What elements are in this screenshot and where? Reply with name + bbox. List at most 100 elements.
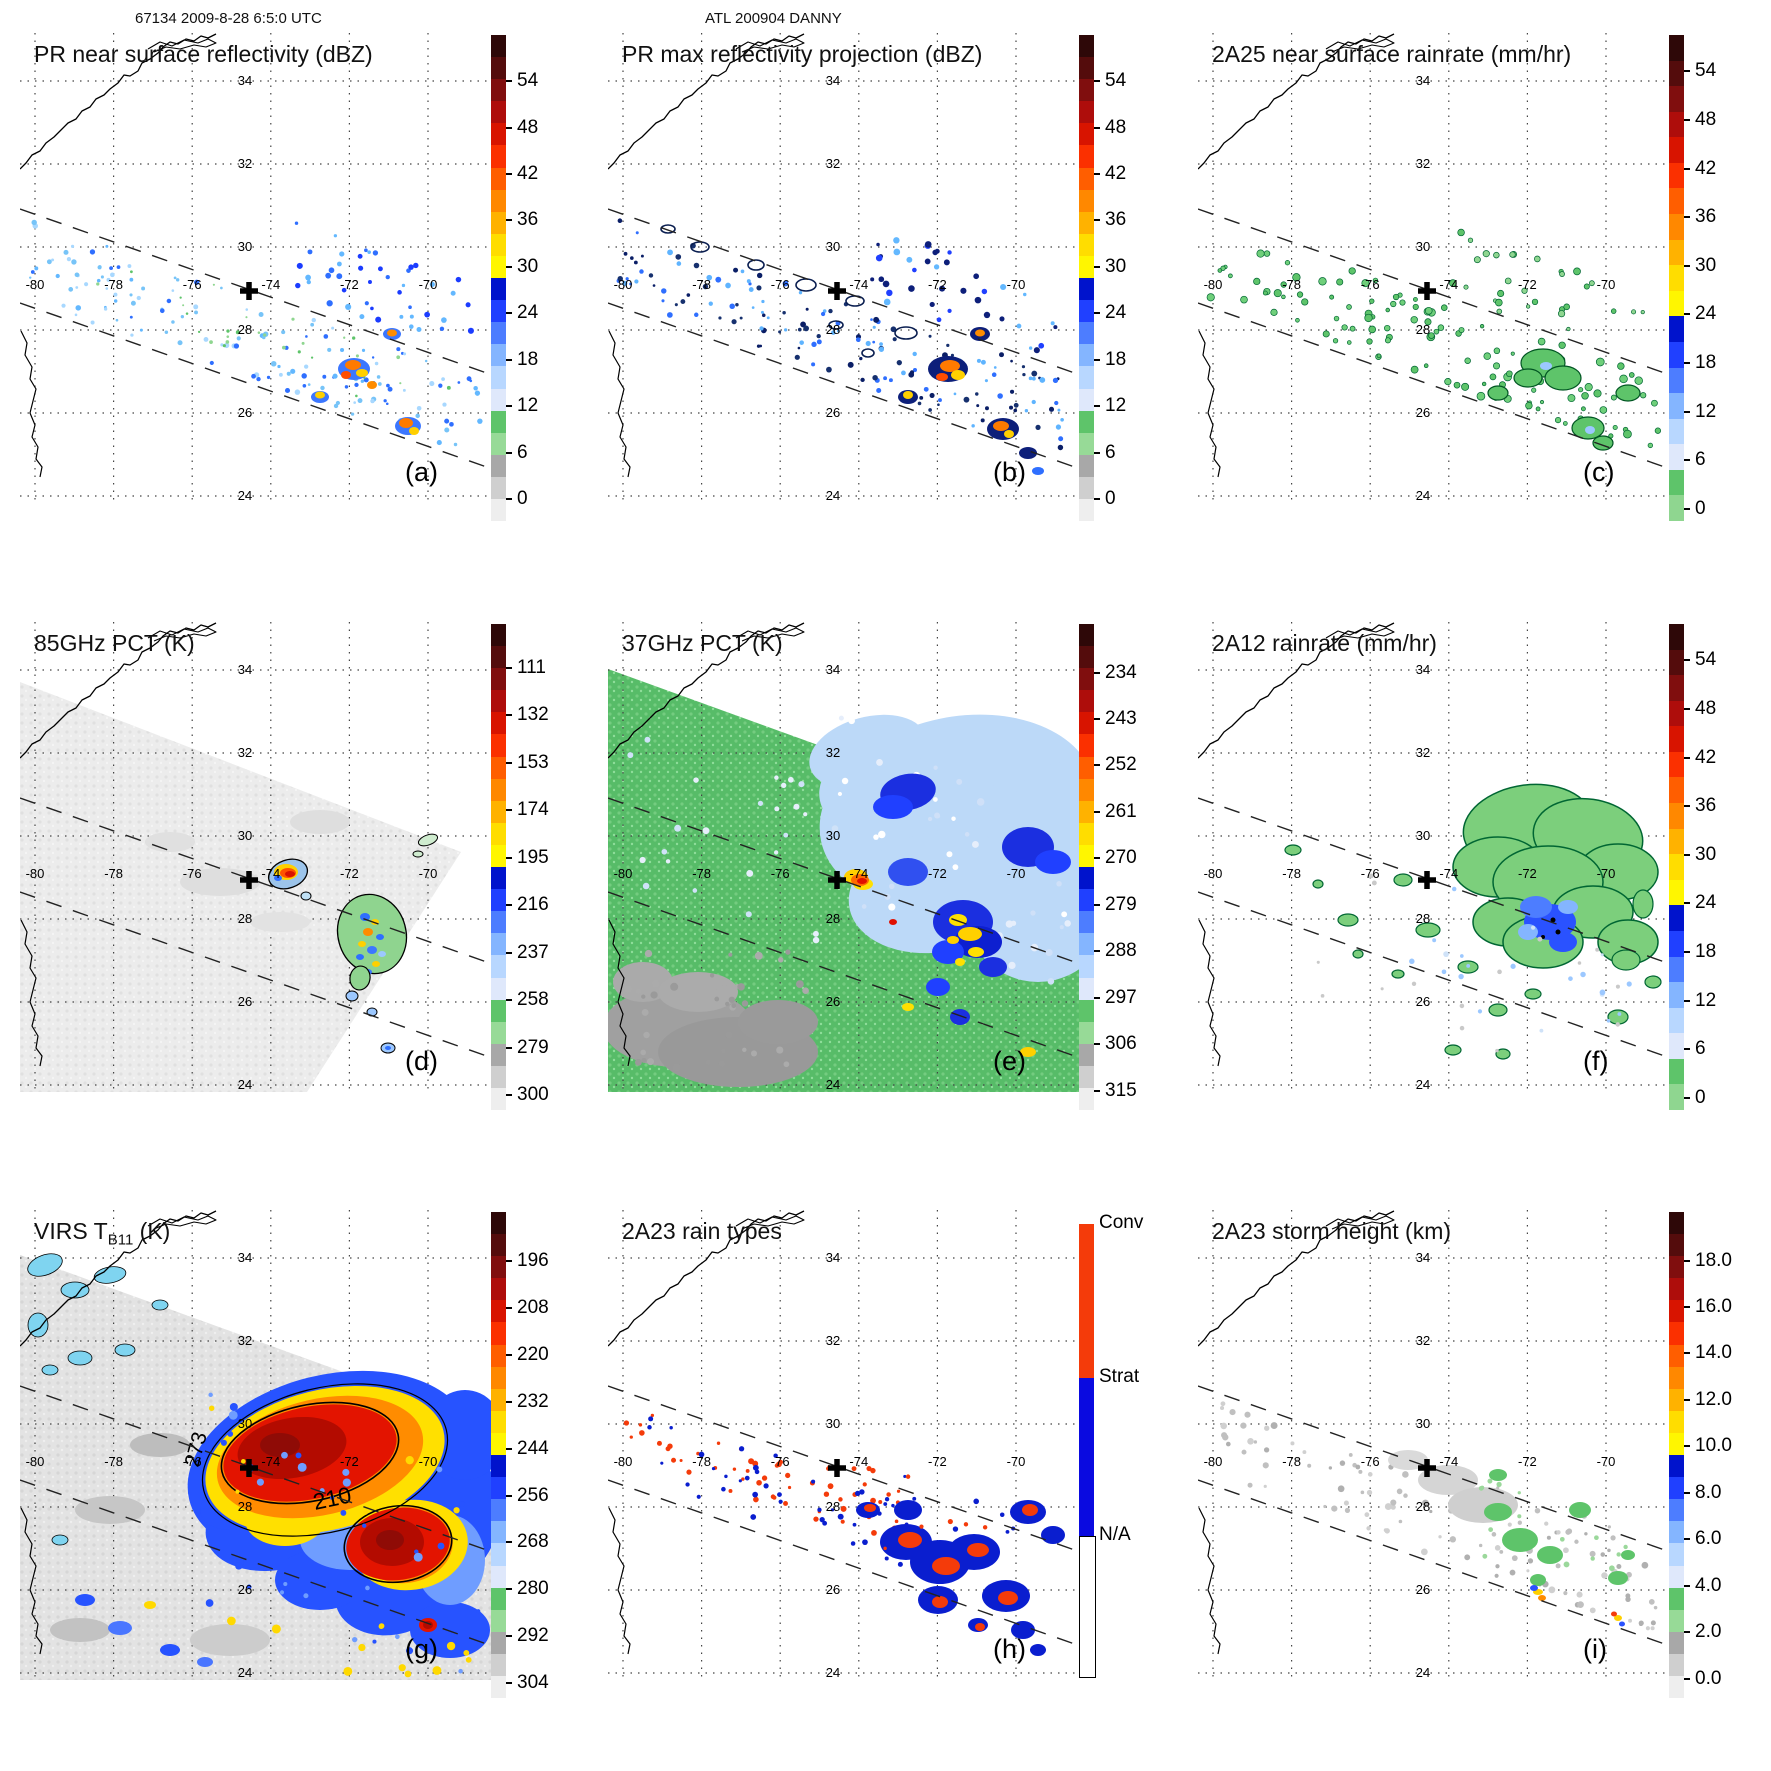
colorbar-tick-mark <box>506 1259 512 1262</box>
svg-text:-72: -72 <box>928 866 947 881</box>
colorbar-tick-mark <box>506 265 512 268</box>
panel-i: 2A23 storm height (km) 34 32 30 28 26 24 -80 -7… <box>1198 1210 1771 1720</box>
colorbar-tick-label: 216 <box>517 894 549 916</box>
colorbar-tick-label: 24 <box>1695 303 1717 325</box>
panel-c-letter: (c) <box>1583 457 1615 487</box>
colorbar-tick-label: 2.0 <box>1695 1621 1722 1643</box>
colorbar-tick-mark <box>1094 810 1100 813</box>
colorbar-tick-mark <box>1684 659 1690 662</box>
svg-text:34: 34 <box>238 73 252 88</box>
svg-text:28: 28 <box>1416 322 1430 337</box>
colorbar-tick-mark <box>1684 459 1690 462</box>
svg-text:-78: -78 <box>692 277 711 292</box>
colorbar-gradient <box>1669 1212 1684 1699</box>
colorbar-tick-label: 12 <box>1695 989 1717 1011</box>
colorbar-tick-label: 36 <box>1695 795 1717 817</box>
colorbar-tick-label: 30 <box>1695 254 1717 276</box>
svg-text:28: 28 <box>826 322 840 337</box>
colorbar-tick-label: 42 <box>1695 746 1717 768</box>
panel-h-letter: (h) <box>993 1634 1026 1664</box>
colorbar-tick-mark <box>506 358 512 361</box>
panel-i-letter: (i) <box>1583 1634 1607 1664</box>
svg-text:34: 34 <box>826 73 840 88</box>
colorbar-tick-label: 279 <box>1105 893 1137 915</box>
colorbar-tick-label: 8.0 <box>1695 1481 1722 1503</box>
colorbar-tick-label: 12 <box>1105 395 1127 417</box>
colorbar-tick-mark <box>1684 216 1690 219</box>
colorbar-tick-mark <box>506 1682 512 1685</box>
svg-text:24: 24 <box>826 1077 840 1092</box>
colorbar-tick-mark <box>1684 264 1690 267</box>
svg-text:30: 30 <box>1416 1416 1430 1431</box>
colorbar-tick-label: 256 <box>517 1484 549 1506</box>
svg-text:-72: -72 <box>1518 277 1537 292</box>
svg-text:-70: -70 <box>419 277 438 292</box>
svg-text:24: 24 <box>1416 1665 1430 1680</box>
map-panel-d: 34 32 30 28 26 24 -80 -78 -76 -74 -72 -70 <box>20 622 498 1092</box>
panel-g-title: VIRS TB11 (K) <box>34 1218 171 1249</box>
svg-text:-72: -72 <box>1518 866 1537 881</box>
colorbar-tick-mark <box>1684 853 1690 856</box>
colorbar-tick-mark <box>1094 903 1100 906</box>
svg-text:-70: -70 <box>1007 277 1026 292</box>
svg-text:-74: -74 <box>849 1454 868 1469</box>
colorbar-tick-label: 42 <box>1105 163 1127 185</box>
colorbar-tick-label: 270 <box>1105 847 1137 869</box>
panel-a-title: PR near surface reflectivity (dBZ) <box>34 41 373 67</box>
svg-text:34: 34 <box>826 662 840 677</box>
colorbar-tick-label: 24 <box>1695 892 1717 914</box>
svg-text:24: 24 <box>826 488 840 503</box>
svg-text:32: 32 <box>1416 156 1430 171</box>
colorbar-tick-mark <box>506 173 512 176</box>
colorbar-tick-label: 258 <box>517 989 549 1011</box>
colorbar-tick-label: 153 <box>517 751 549 773</box>
colorbar-tick-mark <box>506 80 512 83</box>
colorbar-tick-label: 14.0 <box>1695 1342 1732 1364</box>
svg-text:28: 28 <box>826 1499 840 1514</box>
colorbar-tick-mark <box>1094 718 1100 721</box>
svg-text:32: 32 <box>238 1333 252 1348</box>
colorbar-tick-label: 54 <box>1695 60 1717 82</box>
svg-text:-70: -70 <box>1007 866 1026 881</box>
colorbar-tick-mark <box>1094 405 1100 408</box>
colorbar-tick-mark <box>1094 857 1100 860</box>
colorbar-dbz-a: 54 48 42 36 30 24 18 12 6 0 <box>491 35 591 535</box>
colorbar-tick-mark <box>506 405 512 408</box>
colorbar-tick-mark <box>1684 708 1690 711</box>
svg-text:-76: -76 <box>183 1454 202 1469</box>
svg-text:-80: -80 <box>26 277 45 292</box>
svg-text:-78: -78 <box>104 866 123 881</box>
colorbar-tick-label: 18 <box>1695 352 1717 374</box>
colorbar-tick-label: 30 <box>517 255 539 277</box>
orbit-timestamp: 67134 2009-8-28 6:5:0 UTC <box>135 10 322 27</box>
colorbar-tick-label: 315 <box>1105 1079 1137 1101</box>
colorbar-tick-label: 36 <box>517 209 539 231</box>
colorbar-tick-mark <box>506 1635 512 1638</box>
map-panel-c: 34 32 30 28 26 24 -80 -78 -76 -74 -72 -70 <box>1198 33 1676 503</box>
colorbar-tick-mark <box>1684 362 1690 365</box>
panel-f-title: 2A12 rainrate (mm/hr) <box>1212 630 1437 656</box>
colorbar-tick-label: 6.0 <box>1695 1528 1722 1550</box>
colorbar-tick-mark <box>1094 219 1100 222</box>
svg-text:28: 28 <box>238 322 252 337</box>
svg-text:-76: -76 <box>183 277 202 292</box>
colorbar-tick-mark <box>506 999 512 1002</box>
colorbar-tick-label: 292 <box>517 1625 549 1647</box>
colorbar-tick-label: 0 <box>1105 488 1116 510</box>
svg-text:-70: -70 <box>419 1454 438 1469</box>
colorbar-tick-mark <box>506 761 512 764</box>
svg-text:26: 26 <box>1416 405 1430 420</box>
colorbar-tick-mark <box>506 666 512 669</box>
svg-text:-72: -72 <box>340 277 359 292</box>
svg-text:-80: -80 <box>1204 1454 1223 1469</box>
svg-text:26: 26 <box>238 405 252 420</box>
colorbar-tick-label: 174 <box>517 799 549 821</box>
svg-text:30: 30 <box>238 239 252 254</box>
colorbar-tick-label: 30 <box>1105 255 1127 277</box>
svg-text:-80: -80 <box>614 866 633 881</box>
colorbar-virs: 196 208 220 232 244 256 268 280 292 304 <box>491 1212 591 1712</box>
colorbar-gradient <box>1079 624 1094 1111</box>
svg-text:30: 30 <box>826 1416 840 1431</box>
svg-text:28: 28 <box>826 911 840 926</box>
colorbar-tick-mark <box>1094 126 1100 129</box>
